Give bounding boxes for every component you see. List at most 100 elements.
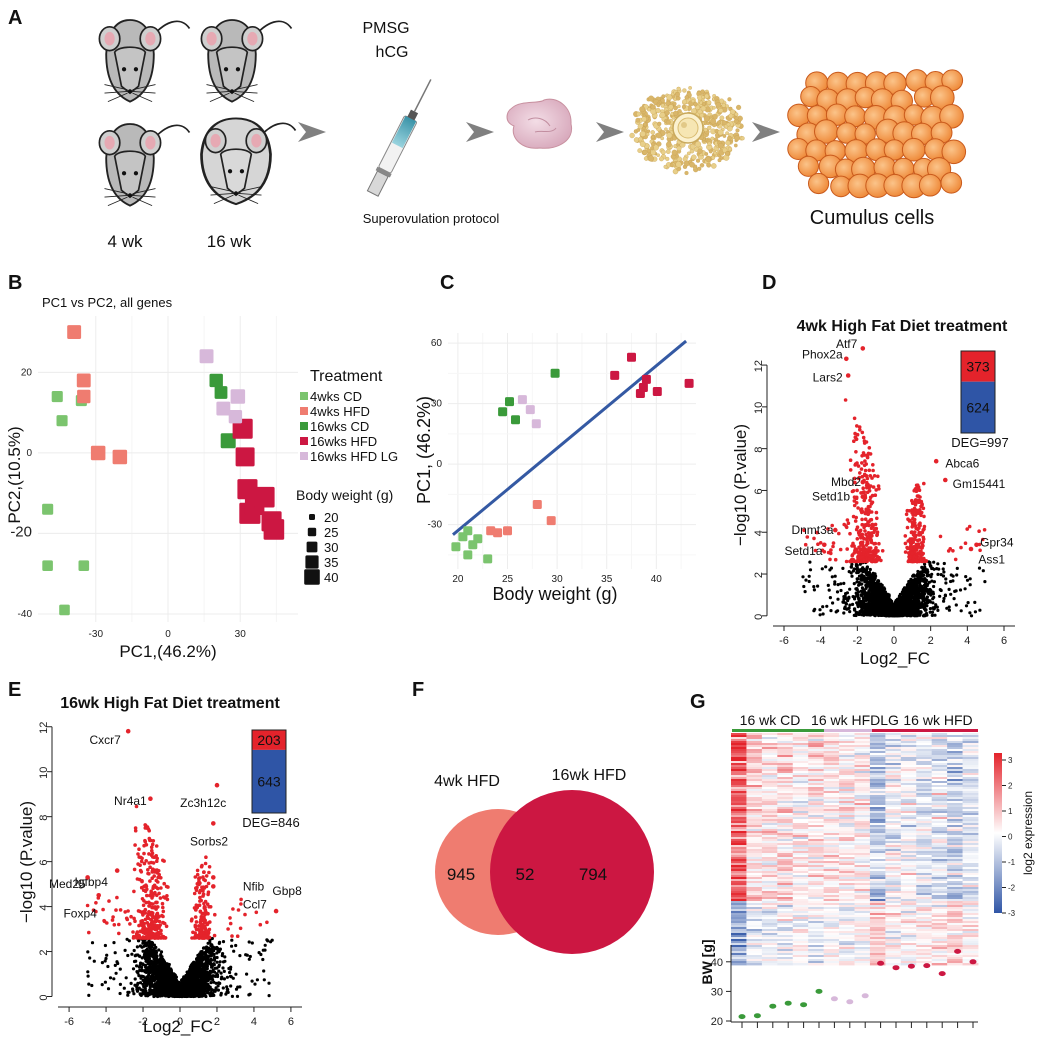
volcano-point-ns bbox=[932, 607, 936, 611]
volcano-point-de bbox=[862, 498, 866, 503]
volcano-point-ns bbox=[828, 596, 833, 600]
volcano-point-de bbox=[875, 533, 879, 538]
volcano-point-ns bbox=[955, 573, 959, 577]
data-point-hfd4 bbox=[77, 389, 91, 404]
volcano-point-ns bbox=[864, 586, 868, 591]
data-point-hfd4 bbox=[532, 500, 542, 509]
x-tick-label: 25 bbox=[502, 574, 514, 585]
y-tick-label: 2 bbox=[38, 949, 50, 955]
volcano-point-de bbox=[862, 463, 867, 468]
volcano-point-de bbox=[854, 450, 858, 454]
volcano-point-de bbox=[906, 551, 911, 555]
volcano-point-de bbox=[870, 476, 874, 480]
volcano-point-ns bbox=[830, 575, 834, 579]
volcano-point-ns bbox=[914, 614, 918, 618]
volcano-point-de bbox=[857, 533, 862, 537]
volcano-point-ns bbox=[928, 610, 932, 614]
volcano-point-ns bbox=[871, 589, 876, 593]
y-tick-label: 6 bbox=[38, 860, 50, 866]
volcano-point-de bbox=[853, 519, 858, 523]
volcano-point-ns bbox=[949, 573, 953, 577]
data-point-cd4 bbox=[56, 415, 68, 427]
legend-label-hfd16: 16wks HFD bbox=[310, 434, 377, 449]
volcano-point-de bbox=[866, 531, 871, 535]
volcano-point-ns bbox=[850, 574, 854, 578]
volcano-point-ns bbox=[219, 991, 223, 996]
volcano-point-de bbox=[874, 510, 879, 515]
annotated-gene-point bbox=[933, 458, 939, 464]
volcano-point-de bbox=[856, 559, 860, 564]
volcano-point-ns bbox=[826, 583, 830, 588]
volcano-point-ns bbox=[210, 943, 214, 947]
volcano-point-ns bbox=[852, 613, 856, 618]
volcano-point-ns bbox=[911, 613, 915, 617]
volcano-point-ns bbox=[923, 565, 927, 569]
volcano-point-de bbox=[862, 472, 867, 477]
volcano-point-ns bbox=[139, 993, 143, 997]
chart-b-points bbox=[42, 325, 285, 616]
volcano-point-ns bbox=[892, 614, 896, 618]
volcano-point-ns bbox=[969, 614, 974, 618]
volcano-point-ns bbox=[952, 597, 956, 601]
data-point-hfd4 bbox=[67, 325, 82, 339]
volcano-point-de bbox=[858, 428, 862, 432]
volcano-point-ns bbox=[942, 599, 946, 603]
volcano-point-ns bbox=[138, 944, 142, 948]
x-tick-label: 4 bbox=[251, 1016, 257, 1028]
volcano-point-ns bbox=[871, 612, 875, 616]
volcano-point-ns bbox=[887, 610, 892, 615]
data-point-hfd16 bbox=[254, 486, 275, 508]
volcano-point-ns bbox=[883, 605, 887, 610]
x-tick-label: 6 bbox=[288, 1016, 294, 1028]
volcano-point-de bbox=[854, 496, 859, 501]
volcano-point-ns bbox=[222, 977, 226, 981]
volcano-point-ns bbox=[849, 571, 853, 575]
volcano-point-de bbox=[922, 481, 926, 486]
x-tick-label: 20 bbox=[452, 574, 464, 585]
annotated-gene-point bbox=[822, 542, 827, 548]
volcano-point-ns bbox=[968, 583, 972, 587]
volcano-point-ns bbox=[907, 613, 912, 617]
chart-b-title: PC1 vs PC2, all genes bbox=[42, 295, 173, 310]
volcano-point-ns bbox=[929, 593, 933, 597]
volcano-point-de bbox=[867, 446, 872, 450]
volcano-point-ns bbox=[909, 581, 913, 585]
volcano-point-de bbox=[852, 439, 856, 444]
volcano-point-de bbox=[862, 439, 867, 443]
data-point-hfd4 bbox=[493, 528, 503, 538]
volcano-point-de bbox=[855, 537, 860, 541]
volcano-point-ns bbox=[842, 600, 846, 604]
volcano-point-ns bbox=[159, 950, 164, 954]
volcano-point-ns bbox=[938, 588, 942, 592]
x-tick-label: 0 bbox=[891, 635, 897, 647]
gene-label: Setd1b bbox=[812, 490, 850, 504]
volcano-point-ns bbox=[905, 602, 909, 606]
volcano-point-ns bbox=[876, 594, 880, 598]
data-point-cd4 bbox=[483, 554, 493, 564]
gene-label: Mbd2 bbox=[831, 475, 861, 489]
volcano-point-ns bbox=[842, 611, 846, 615]
volcano-point-ns bbox=[875, 608, 879, 612]
volcano-point-de bbox=[850, 558, 854, 562]
volcano-point-ns bbox=[941, 567, 945, 571]
data-point-hfd16 bbox=[237, 479, 258, 500]
volcano-point-ns bbox=[923, 604, 927, 608]
data-point-hfd4 bbox=[486, 526, 496, 536]
volcano-point-ns bbox=[931, 590, 935, 594]
volcano-point-ns bbox=[842, 595, 846, 599]
volcano-point-ns bbox=[857, 597, 861, 601]
volcano-point-ns bbox=[858, 562, 862, 566]
volcano-point-de bbox=[916, 542, 921, 546]
volcano-point-ns bbox=[864, 583, 868, 588]
y-tick-label: -40 bbox=[18, 609, 33, 620]
volcano-point-ns bbox=[852, 567, 856, 571]
y-tick-label: 12 bbox=[753, 360, 765, 372]
y-tick-label: 0 bbox=[38, 994, 50, 1000]
volcano-point-de bbox=[871, 463, 875, 467]
volcano-point-de bbox=[903, 541, 908, 546]
volcano-point-de bbox=[909, 544, 913, 549]
volcano-point-de bbox=[877, 487, 881, 491]
volcano-point-ns bbox=[932, 580, 937, 584]
